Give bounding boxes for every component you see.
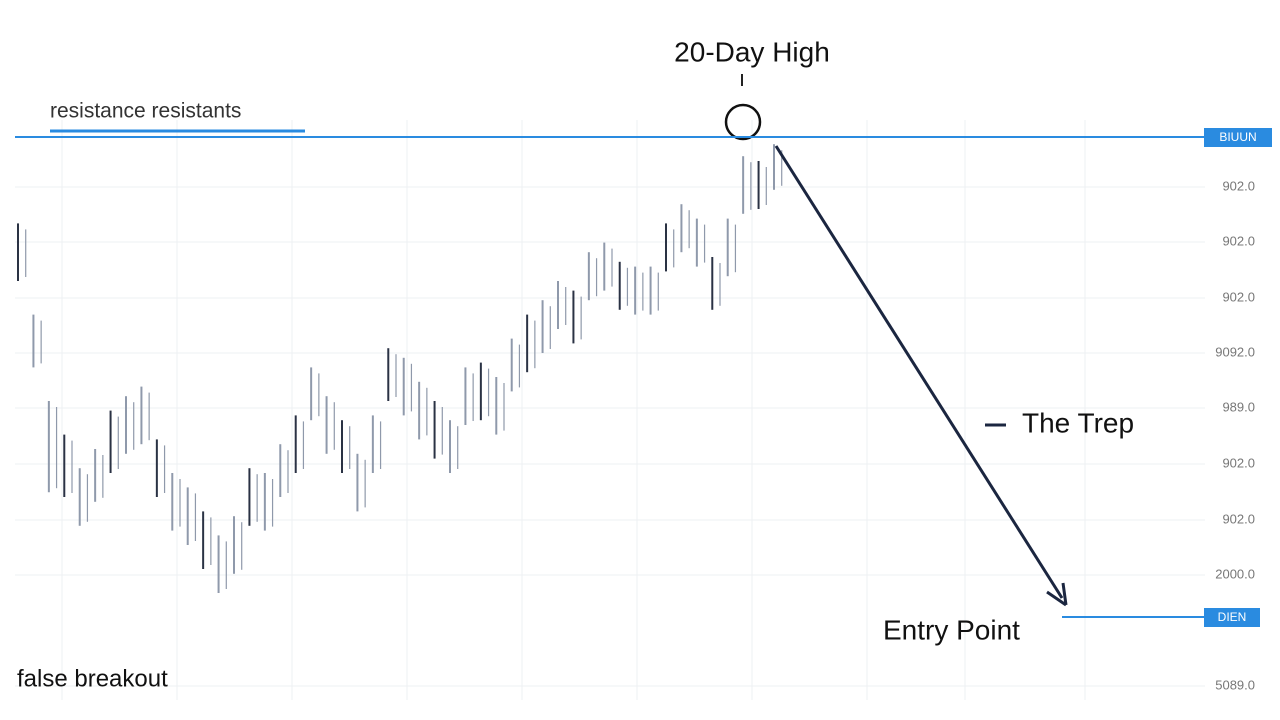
trap-arrow xyxy=(774,145,1064,599)
entry-label: Entry Point xyxy=(883,614,1020,645)
grid xyxy=(15,120,1205,700)
trap-label: The Trep xyxy=(1022,407,1134,438)
y-axis-label: 2000.0 xyxy=(1215,566,1255,581)
chart-title: 20-Day High xyxy=(674,36,830,67)
y-axis-label: 902.0 xyxy=(1222,178,1255,193)
breakout-label: false breakout xyxy=(17,665,168,692)
y-axis-label: 989.0 xyxy=(1222,399,1255,414)
level-tag-label: BIUUN xyxy=(1219,130,1256,144)
y-axis-label: 902.0 xyxy=(1222,511,1255,526)
level-tag xyxy=(1204,608,1260,627)
plot-area xyxy=(15,136,1205,618)
level-tag-label: DIEN xyxy=(1218,610,1247,624)
y-axis-label: 9092.0 xyxy=(1215,344,1255,359)
y-axis-label: 902.0 xyxy=(1222,233,1255,248)
trap-arrowhead xyxy=(1046,582,1068,607)
y-axis-label: 5089.0 xyxy=(1215,677,1255,692)
high-circle xyxy=(724,103,762,141)
resistance-label: resistance resistants xyxy=(50,100,241,123)
level-tag xyxy=(1204,128,1272,147)
y-axis-label: 902.0 xyxy=(1222,289,1255,304)
y-axis-label: 902.0 xyxy=(1222,455,1255,470)
